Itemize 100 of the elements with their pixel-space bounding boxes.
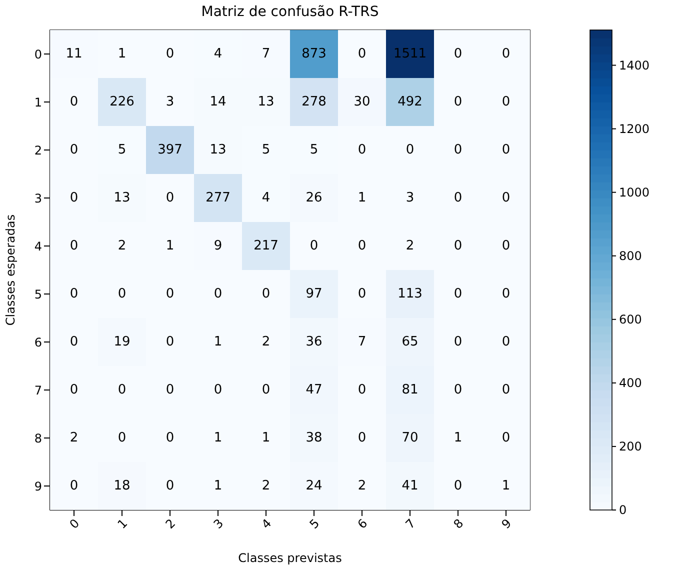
data-label: 0 xyxy=(406,142,414,158)
data-label: 0 xyxy=(70,478,78,494)
data-label: 0 xyxy=(454,286,462,302)
data-label: 2 xyxy=(358,478,366,494)
data-label: 0 xyxy=(70,190,78,206)
data-label: 0 xyxy=(454,238,462,254)
y-tick-label: 5 xyxy=(34,287,42,302)
data-label: 0 xyxy=(262,286,270,302)
data-label: 0 xyxy=(310,238,318,254)
data-label: 2 xyxy=(262,334,270,350)
data-label: 1 xyxy=(358,190,366,206)
x-tick-label: 9 xyxy=(498,516,514,532)
x-axis-title: Classes previstas xyxy=(238,551,342,565)
data-label: 1 xyxy=(214,334,222,350)
x-tick-label: 7 xyxy=(402,516,418,532)
data-label: 0 xyxy=(502,382,510,398)
x-tick-label: 2 xyxy=(162,516,178,532)
data-label: 0 xyxy=(166,430,174,446)
data-label: 0 xyxy=(166,46,174,62)
data-label: 19 xyxy=(114,334,130,350)
y-tick-label: 7 xyxy=(34,383,42,398)
data-label: 0 xyxy=(502,94,510,110)
data-label: 0 xyxy=(70,238,78,254)
data-label: 0 xyxy=(454,46,462,62)
x-tick-label: 1 xyxy=(114,516,130,532)
data-label: 14 xyxy=(210,94,226,110)
data-label: 13 xyxy=(114,190,130,206)
data-label: 113 xyxy=(398,286,422,302)
data-label: 65 xyxy=(402,334,418,350)
data-label: 0 xyxy=(358,286,366,302)
data-label: 41 xyxy=(402,478,418,494)
color-bar-label: 1400 xyxy=(619,58,650,72)
data-label: 0 xyxy=(502,334,510,350)
data-label: 0 xyxy=(166,334,174,350)
color-bar-label: 800 xyxy=(619,248,642,263)
data-label: 30 xyxy=(354,94,370,110)
y-tick-label: 6 xyxy=(34,335,42,350)
y-axis-title: Classes esperadas xyxy=(3,214,18,326)
data-label: 1 xyxy=(214,478,222,494)
data-label: 5 xyxy=(310,142,318,158)
data-label: 0 xyxy=(502,190,510,206)
data-label: 5 xyxy=(262,142,270,158)
data-label: 70 xyxy=(402,430,418,446)
data-label: 0 xyxy=(358,382,366,398)
data-label: 0 xyxy=(502,238,510,254)
data-label: 2 xyxy=(406,238,414,254)
data-label: 0 xyxy=(454,94,462,110)
data-label: 4 xyxy=(262,190,270,206)
data-label: 0 xyxy=(166,286,174,302)
data-label: 2 xyxy=(70,430,78,446)
data-label: 1511 xyxy=(393,46,427,62)
chart-title: Matriz de confusão R-TRS xyxy=(201,4,379,20)
data-label: 226 xyxy=(110,94,134,110)
x-tick-label: 3 xyxy=(210,516,226,532)
data-label: 397 xyxy=(158,142,182,158)
data-label: 1 xyxy=(166,238,174,254)
y-tick-label: 1 xyxy=(34,95,42,110)
color-bar-label: 600 xyxy=(619,312,642,326)
data-label: 0 xyxy=(214,286,222,302)
data-label: 13 xyxy=(210,142,226,158)
data-label: 0 xyxy=(118,382,126,398)
data-label: 0 xyxy=(166,478,174,494)
data-label: 26 xyxy=(306,190,322,206)
data-label: 0 xyxy=(70,334,78,350)
data-label: 0 xyxy=(70,286,78,302)
data-label: 0 xyxy=(214,382,222,398)
data-label: 0 xyxy=(358,238,366,254)
data-label: 24 xyxy=(306,478,322,494)
data-label: 0 xyxy=(118,286,126,302)
y-tick-label: 4 xyxy=(34,239,42,254)
data-label: 278 xyxy=(302,94,326,110)
data-label: 0 xyxy=(502,430,510,446)
data-label: 81 xyxy=(402,382,418,398)
data-label: 9 xyxy=(214,238,222,254)
data-label: 0 xyxy=(454,478,462,494)
data-label: 2 xyxy=(262,478,270,494)
data-label: 7 xyxy=(262,46,270,62)
data-label: 0 xyxy=(454,190,462,206)
y-tick-label: 8 xyxy=(34,431,42,446)
data-label: 0 xyxy=(70,94,78,110)
data-label: 0 xyxy=(502,46,510,62)
data-label: 4 xyxy=(214,46,222,62)
x-tick-label: 5 xyxy=(306,516,322,532)
data-label: 5 xyxy=(118,142,126,158)
data-label: 1 xyxy=(502,478,510,494)
data-label: 3 xyxy=(406,190,414,206)
color-bar-label: 200 xyxy=(619,439,642,454)
data-label: 0 xyxy=(502,142,510,158)
data-label: 277 xyxy=(206,190,230,206)
x-tick-label: 4 xyxy=(258,516,274,532)
data-label: 1 xyxy=(118,46,126,62)
data-label: 0 xyxy=(358,430,366,446)
data-label: 11 xyxy=(66,46,82,62)
data-label: 18 xyxy=(114,478,130,494)
data-label: 97 xyxy=(306,286,322,302)
data-label: 0 xyxy=(358,46,366,62)
data-label: 47 xyxy=(306,382,322,398)
data-label: 1 xyxy=(214,430,222,446)
y-tick-label: 9 xyxy=(34,479,42,494)
x-tick-label: 0 xyxy=(66,516,82,532)
